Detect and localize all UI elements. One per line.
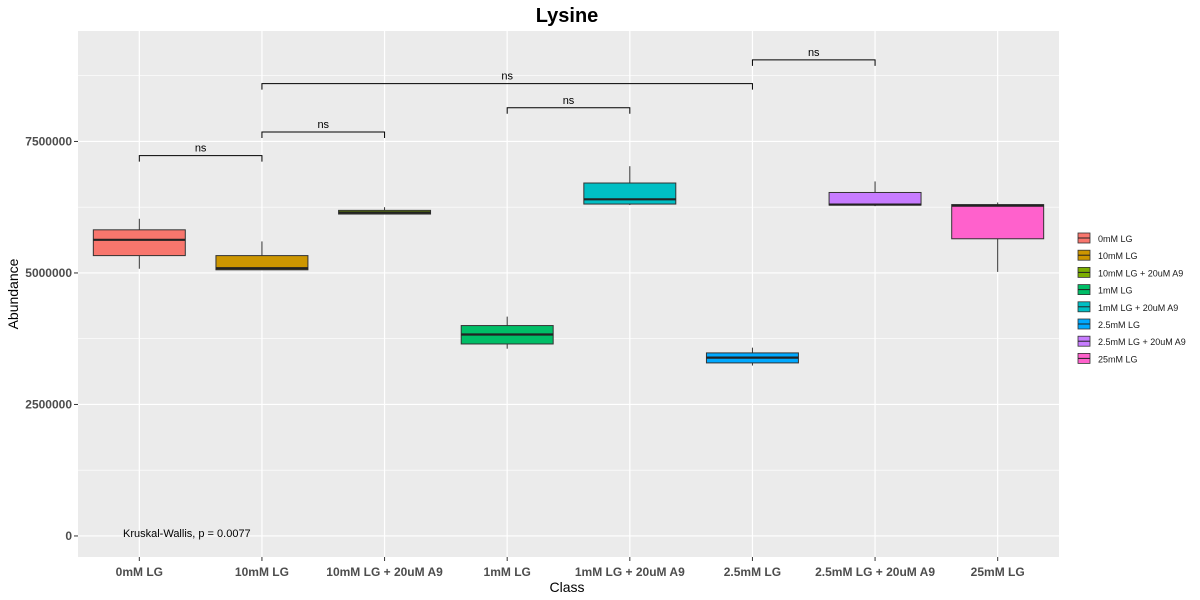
- box-body: [828, 191, 922, 206]
- x-tick-label: 10mM LG: [235, 565, 289, 579]
- x-tick-label: 2.5mM LG: [724, 565, 781, 579]
- box-6: [828, 181, 922, 207]
- y-tick-label: 2500000: [25, 397, 72, 411]
- bracket-2: ns: [506, 95, 631, 114]
- x-tick-label: 10mM LG + 20uM A9: [326, 565, 443, 579]
- grid: [78, 31, 1059, 557]
- x-tick-label: 2.5mM LG + 20uM A9: [815, 565, 935, 579]
- bracket-1: ns: [261, 119, 386, 138]
- kruskal-wallis-annotation: Kruskal-Wallis, p = 0.0077: [123, 528, 251, 540]
- x-tick-label: 0mM LG: [116, 565, 163, 579]
- legend-item-0: 0mM LG: [1077, 232, 1133, 244]
- bracket-line: [506, 107, 631, 114]
- bracket-line: [261, 131, 386, 138]
- legend-item-4: 1mM LG + 20uM A9: [1077, 301, 1178, 313]
- box-body: [583, 182, 677, 205]
- legend-item-3: 1mM LG: [1077, 284, 1133, 296]
- legend: 0mM LG 10mM LG 10mM LG + 20uM A9 1mM LG 1mM …: [1077, 232, 1186, 364]
- box-3: [460, 316, 554, 349]
- bracket-4: ns: [751, 47, 876, 66]
- significance-brackets: ns ns ns ns ns: [138, 47, 876, 162]
- y-tick-label: 5000000: [25, 266, 72, 280]
- legend-label: 0mM LG: [1098, 234, 1133, 244]
- plot-panel: [78, 31, 1059, 557]
- bracket-line: [138, 155, 263, 162]
- bracket-label: ns: [563, 95, 575, 107]
- bracket-label: ns: [195, 143, 207, 155]
- box-7: [951, 202, 1045, 272]
- legend-label: 1mM LG + 20uM A9: [1098, 303, 1178, 313]
- legend-label: 2.5mM LG: [1098, 320, 1140, 330]
- legend-item-1: 10mM LG: [1077, 249, 1138, 261]
- bracket-0: ns: [138, 143, 263, 162]
- legend-label: 2.5mM LG + 20uM A9: [1098, 337, 1186, 347]
- legend-item-7: 25mM LG: [1077, 352, 1138, 364]
- legend-item-5: 2.5mM LG: [1077, 318, 1140, 330]
- chart-title: Lysine: [536, 5, 599, 27]
- legend-label: 25mM LG: [1098, 354, 1138, 364]
- bracket-label: ns: [501, 71, 513, 83]
- y-tick-label: 0: [65, 529, 72, 543]
- boxes: [92, 166, 1045, 366]
- box-5: [705, 347, 799, 366]
- box-body: [951, 204, 1045, 240]
- box-2: [338, 207, 432, 215]
- legend-label: 10mM LG + 20uM A9: [1098, 268, 1183, 278]
- y-axis-label: Abundance: [5, 258, 21, 329]
- box-0: [92, 218, 186, 269]
- x-axis-label: Class: [549, 579, 584, 595]
- bracket-label: ns: [317, 119, 329, 131]
- bracket-3: ns: [261, 71, 753, 90]
- x-tick-label: 1mM LG + 20uM A9: [575, 565, 685, 579]
- legend-item-6: 2.5mM LG + 20uM A9: [1077, 335, 1186, 347]
- y-axis: 0 2500000 5000000 7500000: [25, 134, 78, 543]
- bracket-label: ns: [808, 47, 820, 59]
- x-tick-label: 1mM LG: [484, 565, 531, 579]
- bracket-line: [261, 83, 753, 90]
- legend-item-2: 10mM LG + 20uM A9: [1077, 266, 1183, 278]
- y-tick-label: 7500000: [25, 134, 72, 148]
- x-axis: 0mM LG 10mM LG 10mM LG + 20uM A9 1mM LG 1mM …: [116, 557, 1025, 579]
- bracket-line: [751, 59, 876, 66]
- box-body: [92, 229, 186, 257]
- legend-label: 1mM LG: [1098, 286, 1133, 296]
- legend-label: 10mM LG: [1098, 251, 1138, 261]
- box-1: [215, 241, 309, 271]
- box-body: [215, 255, 309, 271]
- x-tick-label: 25mM LG: [971, 565, 1025, 579]
- box-4: [583, 166, 677, 206]
